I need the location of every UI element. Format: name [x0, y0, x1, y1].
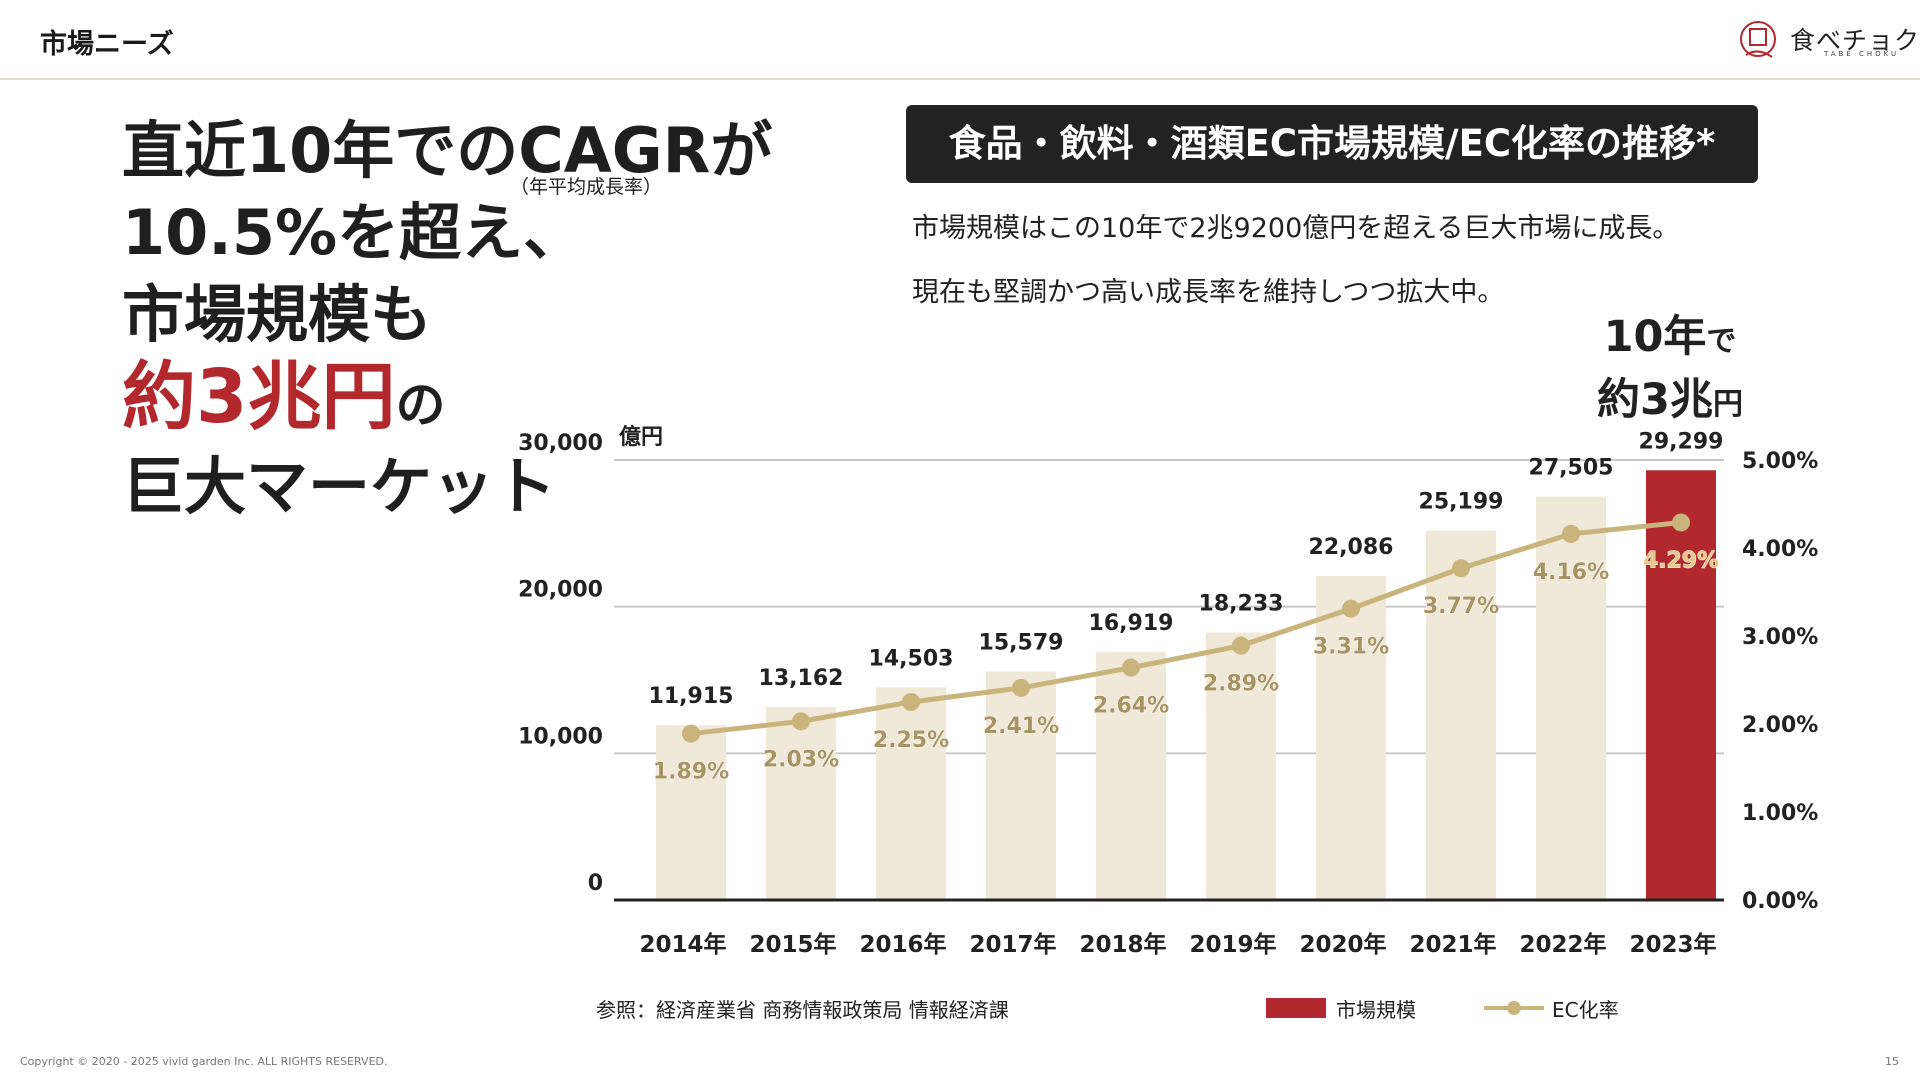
ec-rate-point: [1012, 678, 1030, 697]
bar-value-label: 29,299: [1639, 429, 1724, 454]
cagr-note: （年平均成長率）: [510, 176, 663, 198]
y-left-unit-label: 億円: [619, 424, 663, 450]
bar: [1536, 496, 1606, 900]
x-tick-label: 2017年: [969, 931, 1056, 958]
ec-rate-label: 2.89%: [1203, 672, 1279, 697]
callout-line-1: 10年で: [1570, 310, 1770, 373]
y-left-tick-label: 30,000: [518, 431, 603, 456]
description-line-1: 市場規模はこの10年で2兆9200億円を超える巨大市場に成長。: [912, 213, 1680, 244]
x-tick-label: 2020年: [1299, 931, 1386, 958]
y-right-tick-label: 3.00%: [1742, 625, 1818, 650]
ec-rate-point: [1342, 599, 1360, 618]
bar-value-label: 22,086: [1309, 535, 1394, 560]
description-line-2: 現在も堅調かつ高い成長率を維持しつつ拡大中。: [912, 277, 1505, 308]
ec-rate-label: 3.77%: [1423, 594, 1499, 619]
x-tick-label: 2015年: [749, 931, 836, 958]
ec-rate-label: 2.64%: [1093, 694, 1169, 719]
ec-rate-point: [1232, 636, 1250, 655]
ec-rate-label: 2.03%: [763, 747, 839, 772]
x-tick-label: 2016年: [859, 931, 946, 958]
source-note: 参照：経済産業省 商務情報政策局 情報経済課: [596, 998, 1009, 1022]
callout-line-1-big: 10年: [1603, 312, 1707, 362]
x-tick-label: 2014年: [639, 931, 726, 958]
ec-rate-point: [792, 712, 810, 731]
ec-rate-point: [1452, 559, 1470, 578]
x-tick-label: 2023年: [1629, 931, 1716, 958]
bar: [986, 671, 1056, 900]
x-tick-label: 2021年: [1409, 931, 1496, 958]
bar: [876, 687, 946, 900]
y-left-tick-label: 20,000: [518, 578, 603, 603]
callout-line-2-small: 円: [1712, 387, 1743, 422]
y-right-tick-label: 1.00%: [1742, 801, 1818, 826]
headline-line-1: 直近10年でのCAGRが: [122, 114, 773, 187]
ec-rate-line: [690, 519, 1682, 737]
x-tick-label: 2019年: [1189, 931, 1276, 958]
ec-rate-label: 3.31%: [1313, 635, 1389, 660]
callout: 10年で 約3兆円: [1570, 310, 1770, 436]
chart-title: 食品・飲料・酒類EC市場規模/EC化率の推移*: [906, 105, 1758, 183]
legend-bar-label: 市場規模: [1336, 998, 1416, 1022]
bar-value-label: 16,919: [1089, 611, 1174, 636]
ec-rate-label: 2.41%: [983, 714, 1059, 739]
page-number: 15: [1885, 1055, 1899, 1068]
bar-value-label: 27,505: [1529, 456, 1614, 481]
logo-subtext: TABE CHOKU: [1824, 50, 1900, 58]
headline-line-4: 約3兆円の: [122, 356, 772, 446]
y-right-tick-label: 5.00%: [1742, 449, 1818, 474]
ec-rate-point: [1562, 524, 1580, 543]
callout-line-2-big: 約3兆: [1597, 375, 1713, 425]
page-header: 市場ニーズ 食べチョク TABE CHOKU: [0, 0, 1920, 80]
tabechoku-mark-icon: [1740, 21, 1776, 58]
bar-value-label: 25,199: [1419, 489, 1504, 514]
bar: [1426, 530, 1496, 900]
section-title: 市場ニーズ: [40, 29, 174, 60]
headline-line-3: 市場規模も: [122, 278, 433, 351]
headline-particle: の: [395, 376, 446, 434]
y-left-tick-label: 0: [588, 871, 603, 896]
copyright: Copyright © 2020 - 2025 vivid garden Inc…: [20, 1055, 388, 1068]
header-divider: [0, 78, 1920, 80]
callout-line-2: 約3兆円: [1570, 373, 1770, 436]
bar-value-label: 14,503: [869, 646, 954, 671]
ec-rate-point: [902, 693, 920, 711]
bar: [1316, 576, 1386, 900]
ec-rate-label: 1.89%: [653, 760, 729, 785]
x-tick-label: 2018年: [1079, 931, 1166, 958]
bar: [766, 706, 836, 900]
legend-line-swatch: [1484, 1001, 1544, 1015]
y-right-tick-label: 2.00%: [1742, 713, 1818, 738]
y-right-tick-label: 0.00%: [1742, 889, 1818, 914]
y-left-tick-label: 10,000: [518, 724, 603, 749]
bar-value-label: 15,579: [979, 631, 1064, 656]
legend-line-label: EC化率: [1552, 998, 1619, 1022]
ec-rate-point: [682, 724, 700, 743]
bar-value-label: 18,233: [1199, 592, 1284, 617]
bar: [1206, 632, 1276, 900]
bar-value-label: 11,915: [649, 684, 734, 709]
ec-rate-point: [1672, 513, 1690, 532]
legend-bar-swatch: [1266, 998, 1326, 1018]
headline-accent: 約3兆円: [122, 354, 396, 440]
headline: 直近10年でのCAGRが 10.5%を超え、 市場規模も 約3兆円の 巨大マーケ…: [122, 110, 772, 528]
bar-value-label: 13,162: [759, 666, 844, 691]
bar: [1096, 651, 1166, 900]
ec-rate-label: 4.16%: [1533, 560, 1609, 585]
bar: [1646, 470, 1716, 900]
x-tick-label: 2022年: [1519, 931, 1606, 958]
headline-line-2: 10.5%を超え、: [122, 196, 586, 269]
ec-rate-label: 4.29%: [1643, 548, 1719, 573]
headline-line-5: 巨大マーケット: [122, 450, 557, 523]
y-right-tick-label: 4.00%: [1742, 537, 1818, 562]
bar: [656, 725, 726, 900]
ec-rate-label: 2.25%: [873, 728, 949, 753]
brand-logo: 食べチョク TABE CHOKU: [1738, 17, 1919, 65]
logo-text: 食べチョク: [1790, 26, 1920, 55]
ec-rate-point: [1122, 658, 1140, 677]
callout-line-1-small: で: [1706, 324, 1737, 359]
